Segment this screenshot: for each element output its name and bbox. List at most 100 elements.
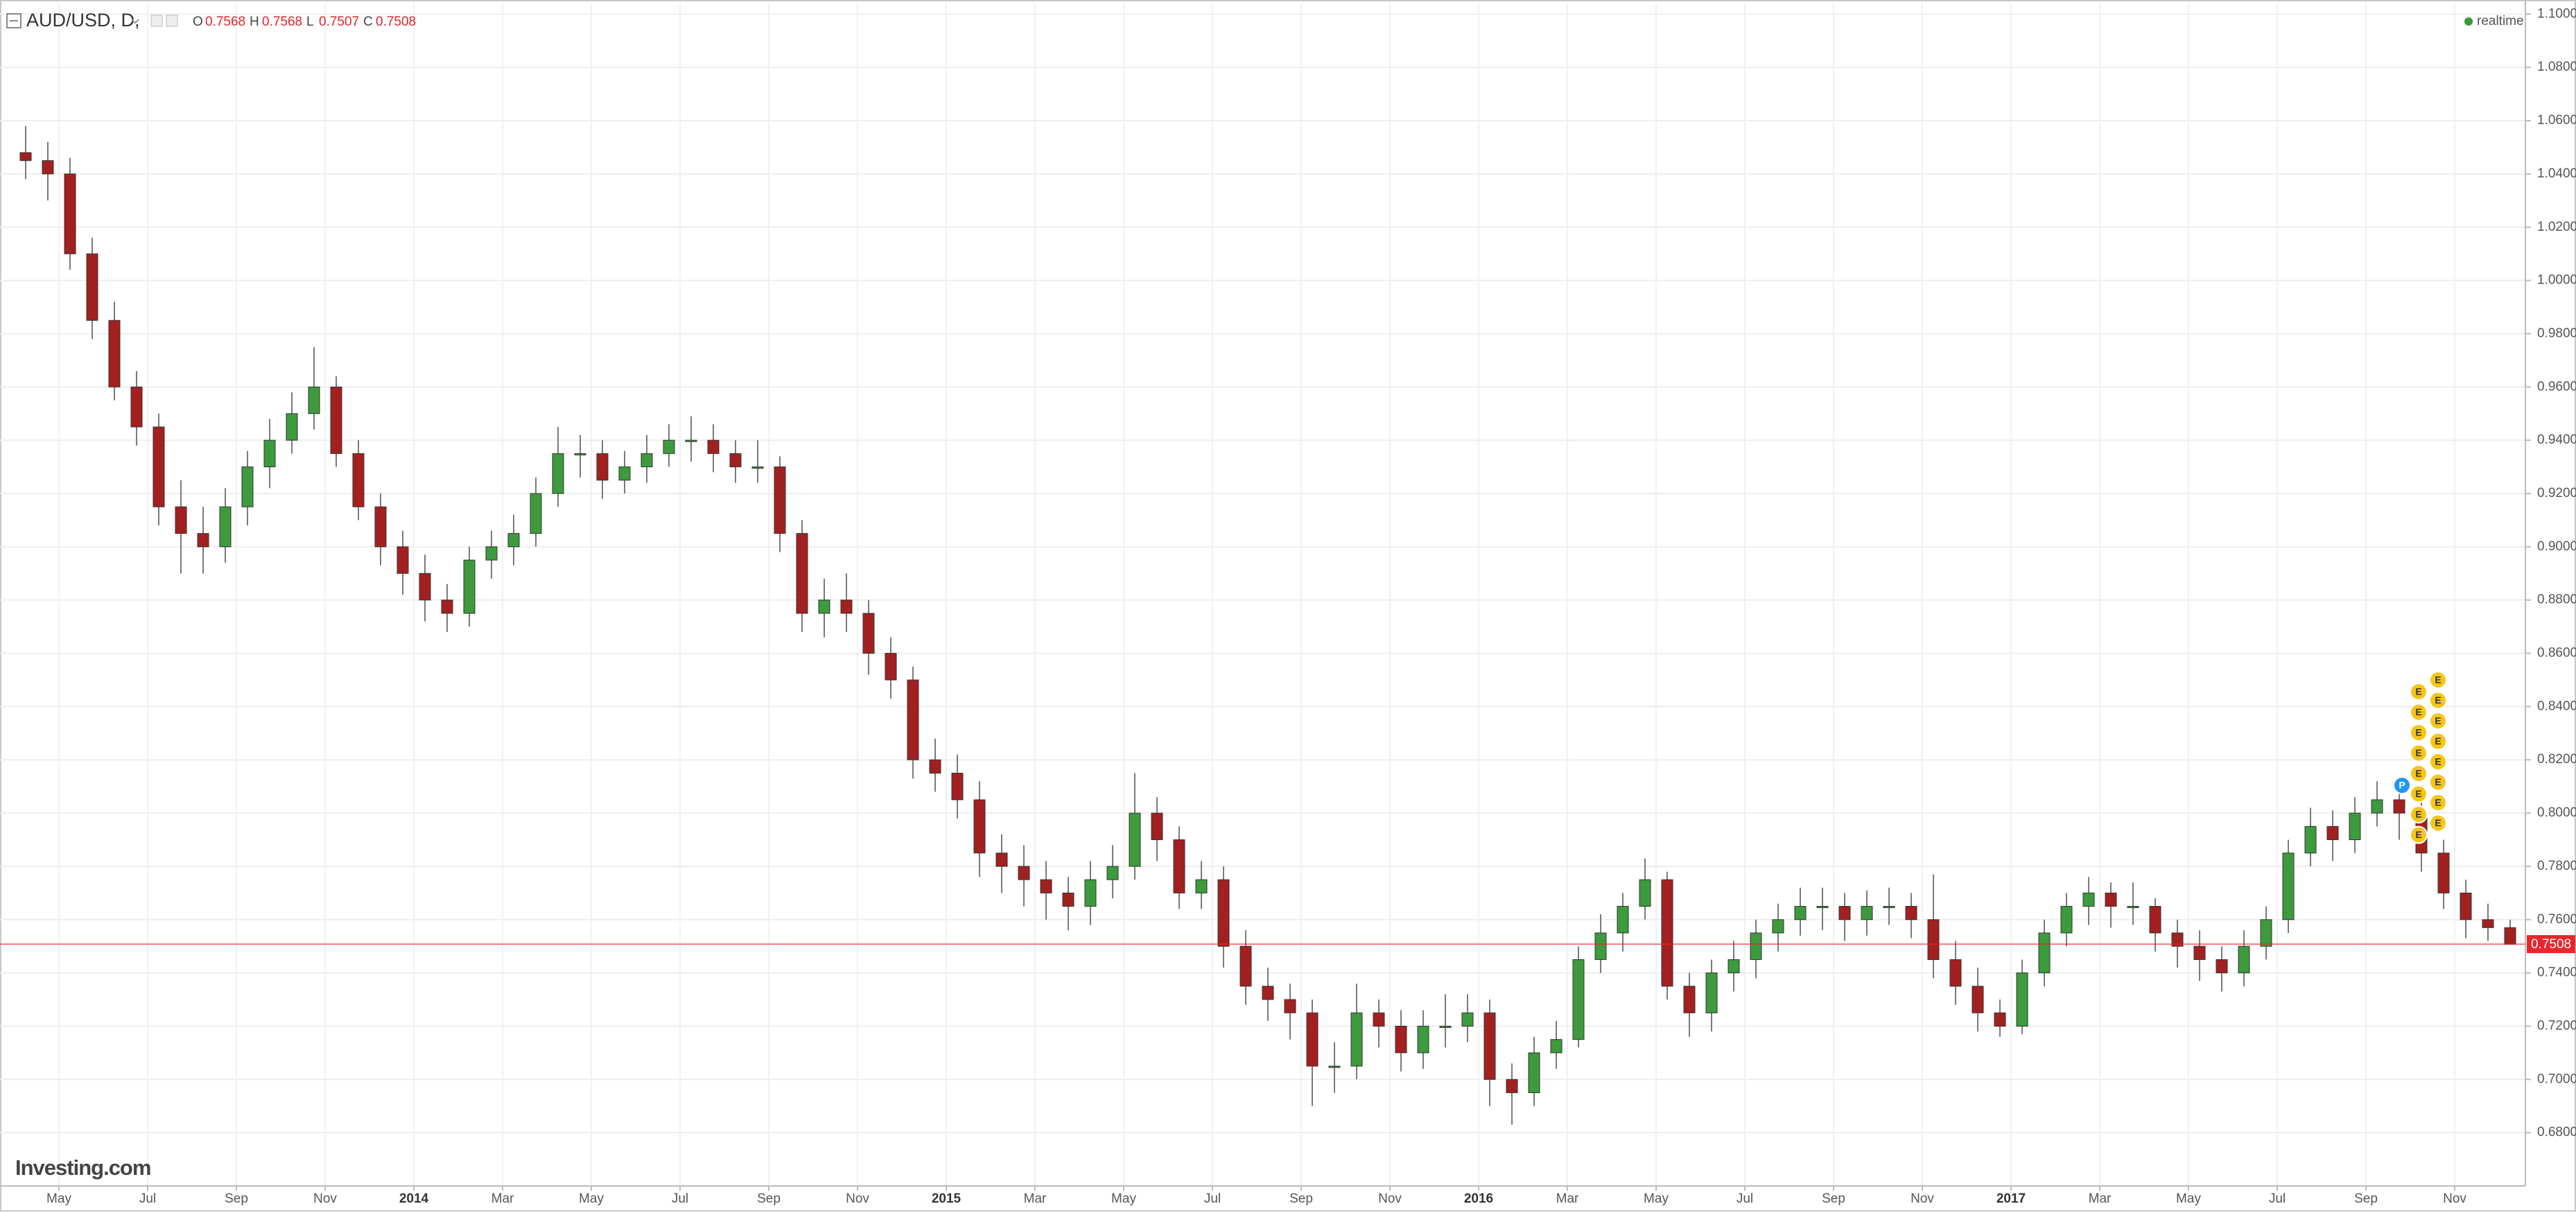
candle-body (1972, 986, 1984, 1013)
candle-body (2260, 919, 2272, 947)
event-marker (2393, 776, 2411, 794)
x-tick-label: Jul (1737, 1192, 1753, 1206)
event-marker (2410, 724, 2428, 742)
candle-body (973, 799, 986, 854)
candle-body (685, 439, 697, 442)
candle-body (2216, 959, 2228, 974)
candle-body (1927, 919, 1940, 960)
candle-body (1905, 906, 1917, 920)
y-tick-label: 0.8400 (2537, 699, 2576, 713)
candle-body (86, 253, 98, 321)
event-marker (2410, 805, 2428, 823)
event-marker-label: E (2415, 809, 2421, 820)
settings-button[interactable] (150, 15, 163, 27)
candle-body (1195, 879, 1208, 893)
candle-body (1018, 866, 1030, 880)
candle-body (1417, 1025, 1429, 1054)
candle-body (707, 439, 720, 454)
x-tick-label: Sep (1289, 1192, 1313, 1206)
candle-body (441, 600, 453, 614)
candle-body (596, 453, 609, 481)
candle-body (929, 759, 941, 774)
x-tick-label: Sep (1822, 1192, 1845, 1206)
event-marker (2410, 703, 2428, 722)
y-tick-label: 0.7400 (2537, 966, 2576, 980)
candle-body (1062, 892, 1074, 907)
candle-body (907, 679, 919, 760)
y-tick-label: 0.9400 (2537, 433, 2576, 447)
y-tick-label: 0.7000 (2537, 1072, 2576, 1086)
candle-body (485, 546, 498, 561)
y-tick-label: 0.7600 (2537, 912, 2576, 927)
candle-body (2282, 853, 2295, 920)
x-tick-label: Nov (1378, 1192, 1402, 1206)
status: realtime (2477, 14, 2524, 28)
x-tick-label: Jul (2269, 1192, 2286, 1206)
candle-body (2304, 826, 2317, 854)
candle-body (2349, 812, 2361, 840)
event-marker (2429, 691, 2447, 710)
x-tick-label: Sep (757, 1192, 781, 1206)
candles (19, 125, 2516, 1125)
y-tick-label: 1.0200 (2537, 220, 2576, 234)
candle-body (1284, 999, 1296, 1013)
y-tick-label: 0.6800 (2537, 1125, 2576, 1140)
candle-body (2193, 945, 2206, 960)
x-tick-label: Mar (1024, 1192, 1047, 1206)
candle-body (530, 493, 542, 534)
y-tick-label: 1.1000 (2537, 6, 2576, 21)
x-tick-label: Mar (1556, 1192, 1579, 1206)
candle-body (2460, 892, 2472, 920)
candle-body (263, 439, 276, 468)
y-tick-label: 1.0600 (2537, 113, 2576, 128)
legend-value: 0.7507 (319, 15, 359, 29)
ohlc-legend: O 0.7568 H 0.7568 L 0.7507 C 0.7508 (193, 15, 416, 29)
x-tick-label: Sep (2354, 1192, 2378, 1206)
x-tick-label: Mar (491, 1192, 514, 1206)
candle-body (374, 506, 387, 548)
candle-body (397, 546, 409, 574)
dropdown-icon[interactable] (131, 19, 139, 24)
candle-body (1395, 1025, 1407, 1054)
event-marker-label: E (2415, 747, 2421, 758)
event-marker-label: E (2435, 695, 2441, 706)
event-marker (2429, 814, 2447, 832)
symbol-title: AUD/USD, D, (26, 10, 140, 30)
x-tick-label: May (1644, 1192, 1669, 1206)
x-tick-label: Jul (139, 1192, 156, 1206)
event-marker (2410, 826, 2428, 844)
candle-body (1173, 839, 1185, 893)
candle-body (1439, 1025, 1452, 1028)
event-marker-label: E (2435, 715, 2441, 726)
candle-body (1306, 1012, 1319, 1067)
candle-body (862, 613, 875, 654)
event-marker-label: E (2435, 735, 2441, 747)
candle-body (2105, 892, 2117, 907)
collapse-button[interactable] (6, 13, 21, 28)
candle-body (641, 453, 653, 468)
candle-body (2238, 945, 2250, 974)
event-marker-label: E (2435, 776, 2441, 787)
candle-body (2082, 892, 2095, 907)
x-tick-label: Nov (1911, 1192, 1934, 1206)
candle-body (751, 466, 764, 469)
event-marker-label: E (2435, 817, 2441, 828)
candle-body (2393, 799, 2405, 814)
event-marker (2410, 683, 2428, 701)
price-tag (2527, 935, 2575, 954)
candle-body (1528, 1052, 1540, 1094)
x-tick-label: Nov (2443, 1192, 2466, 1206)
close-button[interactable] (166, 15, 178, 27)
event-marker-label: E (2435, 674, 2441, 686)
candle-body (1639, 879, 1651, 907)
x-tick-label: Mar (2089, 1192, 2112, 1206)
x-tick-label: 2014 (399, 1192, 429, 1206)
candle-body (1794, 906, 1807, 920)
candle-body (1506, 1079, 1518, 1094)
event-marker (2410, 744, 2428, 762)
candle-body (1861, 906, 1873, 920)
candle-body (552, 453, 564, 494)
y-tick-label: 0.8600 (2537, 646, 2576, 661)
event-marker-label: E (2435, 797, 2441, 808)
